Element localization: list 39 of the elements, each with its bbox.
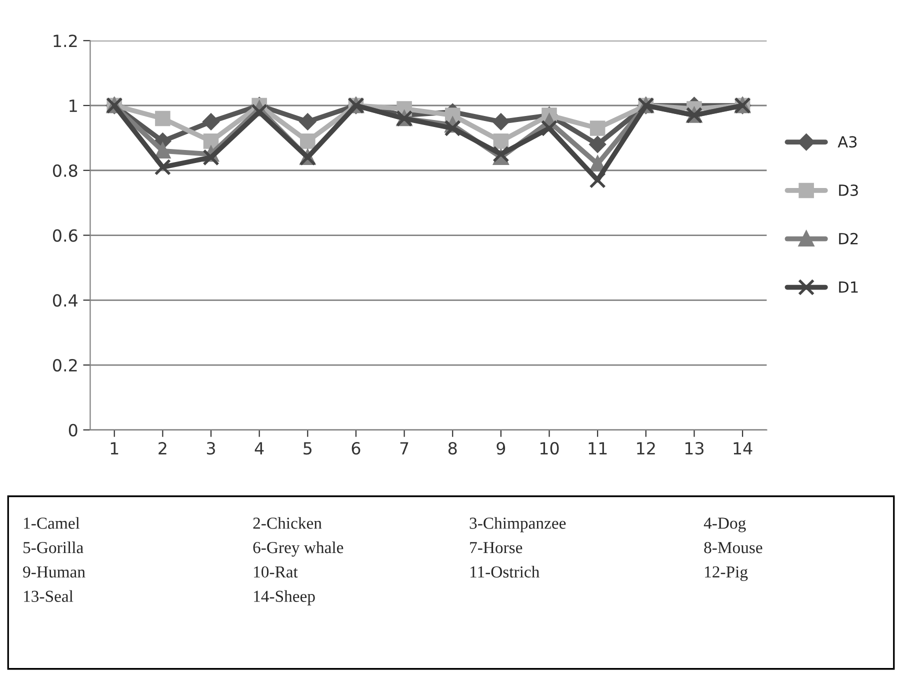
text: 2-Chicken: [253, 517, 322, 529]
legend-label: D1: [839, 281, 858, 293]
text: 7-Horse: [470, 542, 522, 554]
x-tick-label: 11: [588, 442, 607, 454]
y-tick-label: 0.2: [52, 358, 77, 372]
text: 14-Sheep: [254, 590, 315, 606]
x-tick-label: 3: [206, 442, 215, 455]
text: 3-Chimpanzee: [470, 517, 566, 532]
legend-label: A3: [838, 136, 857, 148]
y-tick-label: 0.6: [52, 229, 78, 242]
y-tick-label: 1: [70, 100, 77, 112]
x-tick-label: 7: [400, 442, 408, 454]
text: 10-Rat: [254, 566, 298, 578]
text: 9-Human: [23, 566, 86, 578]
x-tick-label: 6: [352, 442, 360, 455]
legend-label: D3: [839, 184, 858, 196]
text: 11-Ostrich: [470, 566, 540, 578]
x-tick-label: 14: [734, 442, 752, 454]
x-tick-label: 4: [254, 442, 264, 454]
x-tick-label: 13: [685, 442, 704, 455]
text: 13-Seal: [24, 590, 74, 602]
text: 4-Dog: [704, 518, 746, 532]
x-tick-label: 12: [637, 442, 655, 454]
legend-label: D2: [839, 232, 858, 244]
y-tick-label: 0.8: [52, 164, 78, 177]
y-tick-label: 1.2: [54, 34, 77, 47]
x-tick-label: 10: [540, 442, 559, 455]
y-tick-label: 0.4: [52, 294, 78, 307]
y-tick-label: 0: [68, 424, 78, 436]
text: 12-Pig: [705, 566, 748, 581]
x-tick-label: 8: [448, 442, 457, 455]
x-tick-label: 2: [158, 442, 166, 454]
text: 1-Camel: [24, 517, 80, 529]
text: 8-Mouse: [704, 542, 762, 554]
text: 5-Gorilla: [24, 541, 84, 554]
x-tick-label: 1: [110, 442, 118, 454]
text: 6-Grey whale: [253, 541, 344, 557]
x-tick-label: 5: [304, 442, 312, 455]
x-tick-label: 9: [496, 442, 506, 455]
